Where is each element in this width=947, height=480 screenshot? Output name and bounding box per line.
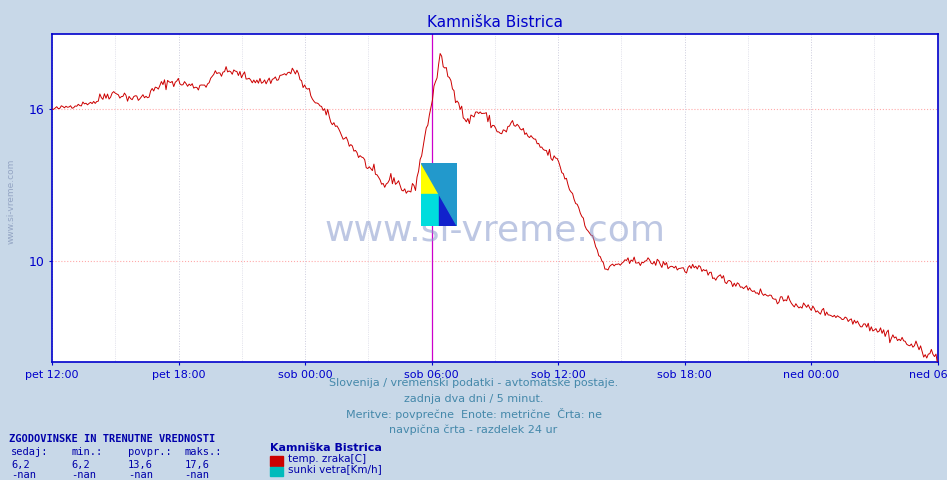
Text: www.si-vreme.com: www.si-vreme.com <box>324 214 666 248</box>
Text: maks.:: maks.: <box>185 447 223 457</box>
Text: -nan: -nan <box>11 470 36 480</box>
Title: Kamniška Bistrica: Kamniška Bistrica <box>427 15 563 30</box>
Bar <box>421 163 439 194</box>
Text: min.:: min.: <box>71 447 102 457</box>
Text: navpična črta - razdelek 24 ur: navpična črta - razdelek 24 ur <box>389 424 558 435</box>
Text: www.si-vreme.com: www.si-vreme.com <box>7 159 16 244</box>
Text: Slovenija / vremenski podatki - avtomatske postaje.: Slovenija / vremenski podatki - avtomats… <box>329 378 618 388</box>
Text: 6,2: 6,2 <box>71 459 90 469</box>
Text: -nan: -nan <box>185 470 209 480</box>
Text: 17,6: 17,6 <box>185 459 209 469</box>
Bar <box>421 194 439 226</box>
Bar <box>439 163 457 226</box>
Text: -nan: -nan <box>71 470 96 480</box>
Text: temp. zraka[C]: temp. zraka[C] <box>288 454 366 464</box>
Text: Meritve: povprečne  Enote: metrične  Črta: ne: Meritve: povprečne Enote: metrične Črta:… <box>346 408 601 420</box>
Polygon shape <box>421 163 457 226</box>
Text: zadnja dva dni / 5 minut.: zadnja dva dni / 5 minut. <box>403 394 544 404</box>
Text: sunki vetra[Km/h]: sunki vetra[Km/h] <box>288 464 382 474</box>
Text: povpr.:: povpr.: <box>128 447 171 457</box>
Text: 13,6: 13,6 <box>128 459 152 469</box>
Text: 6,2: 6,2 <box>11 459 30 469</box>
Text: ZGODOVINSKE IN TRENUTNE VREDNOSTI: ZGODOVINSKE IN TRENUTNE VREDNOSTI <box>9 433 216 444</box>
Text: sedaj:: sedaj: <box>11 447 49 457</box>
Text: -nan: -nan <box>128 470 152 480</box>
Text: Kamniška Bistrica: Kamniška Bistrica <box>270 443 382 453</box>
